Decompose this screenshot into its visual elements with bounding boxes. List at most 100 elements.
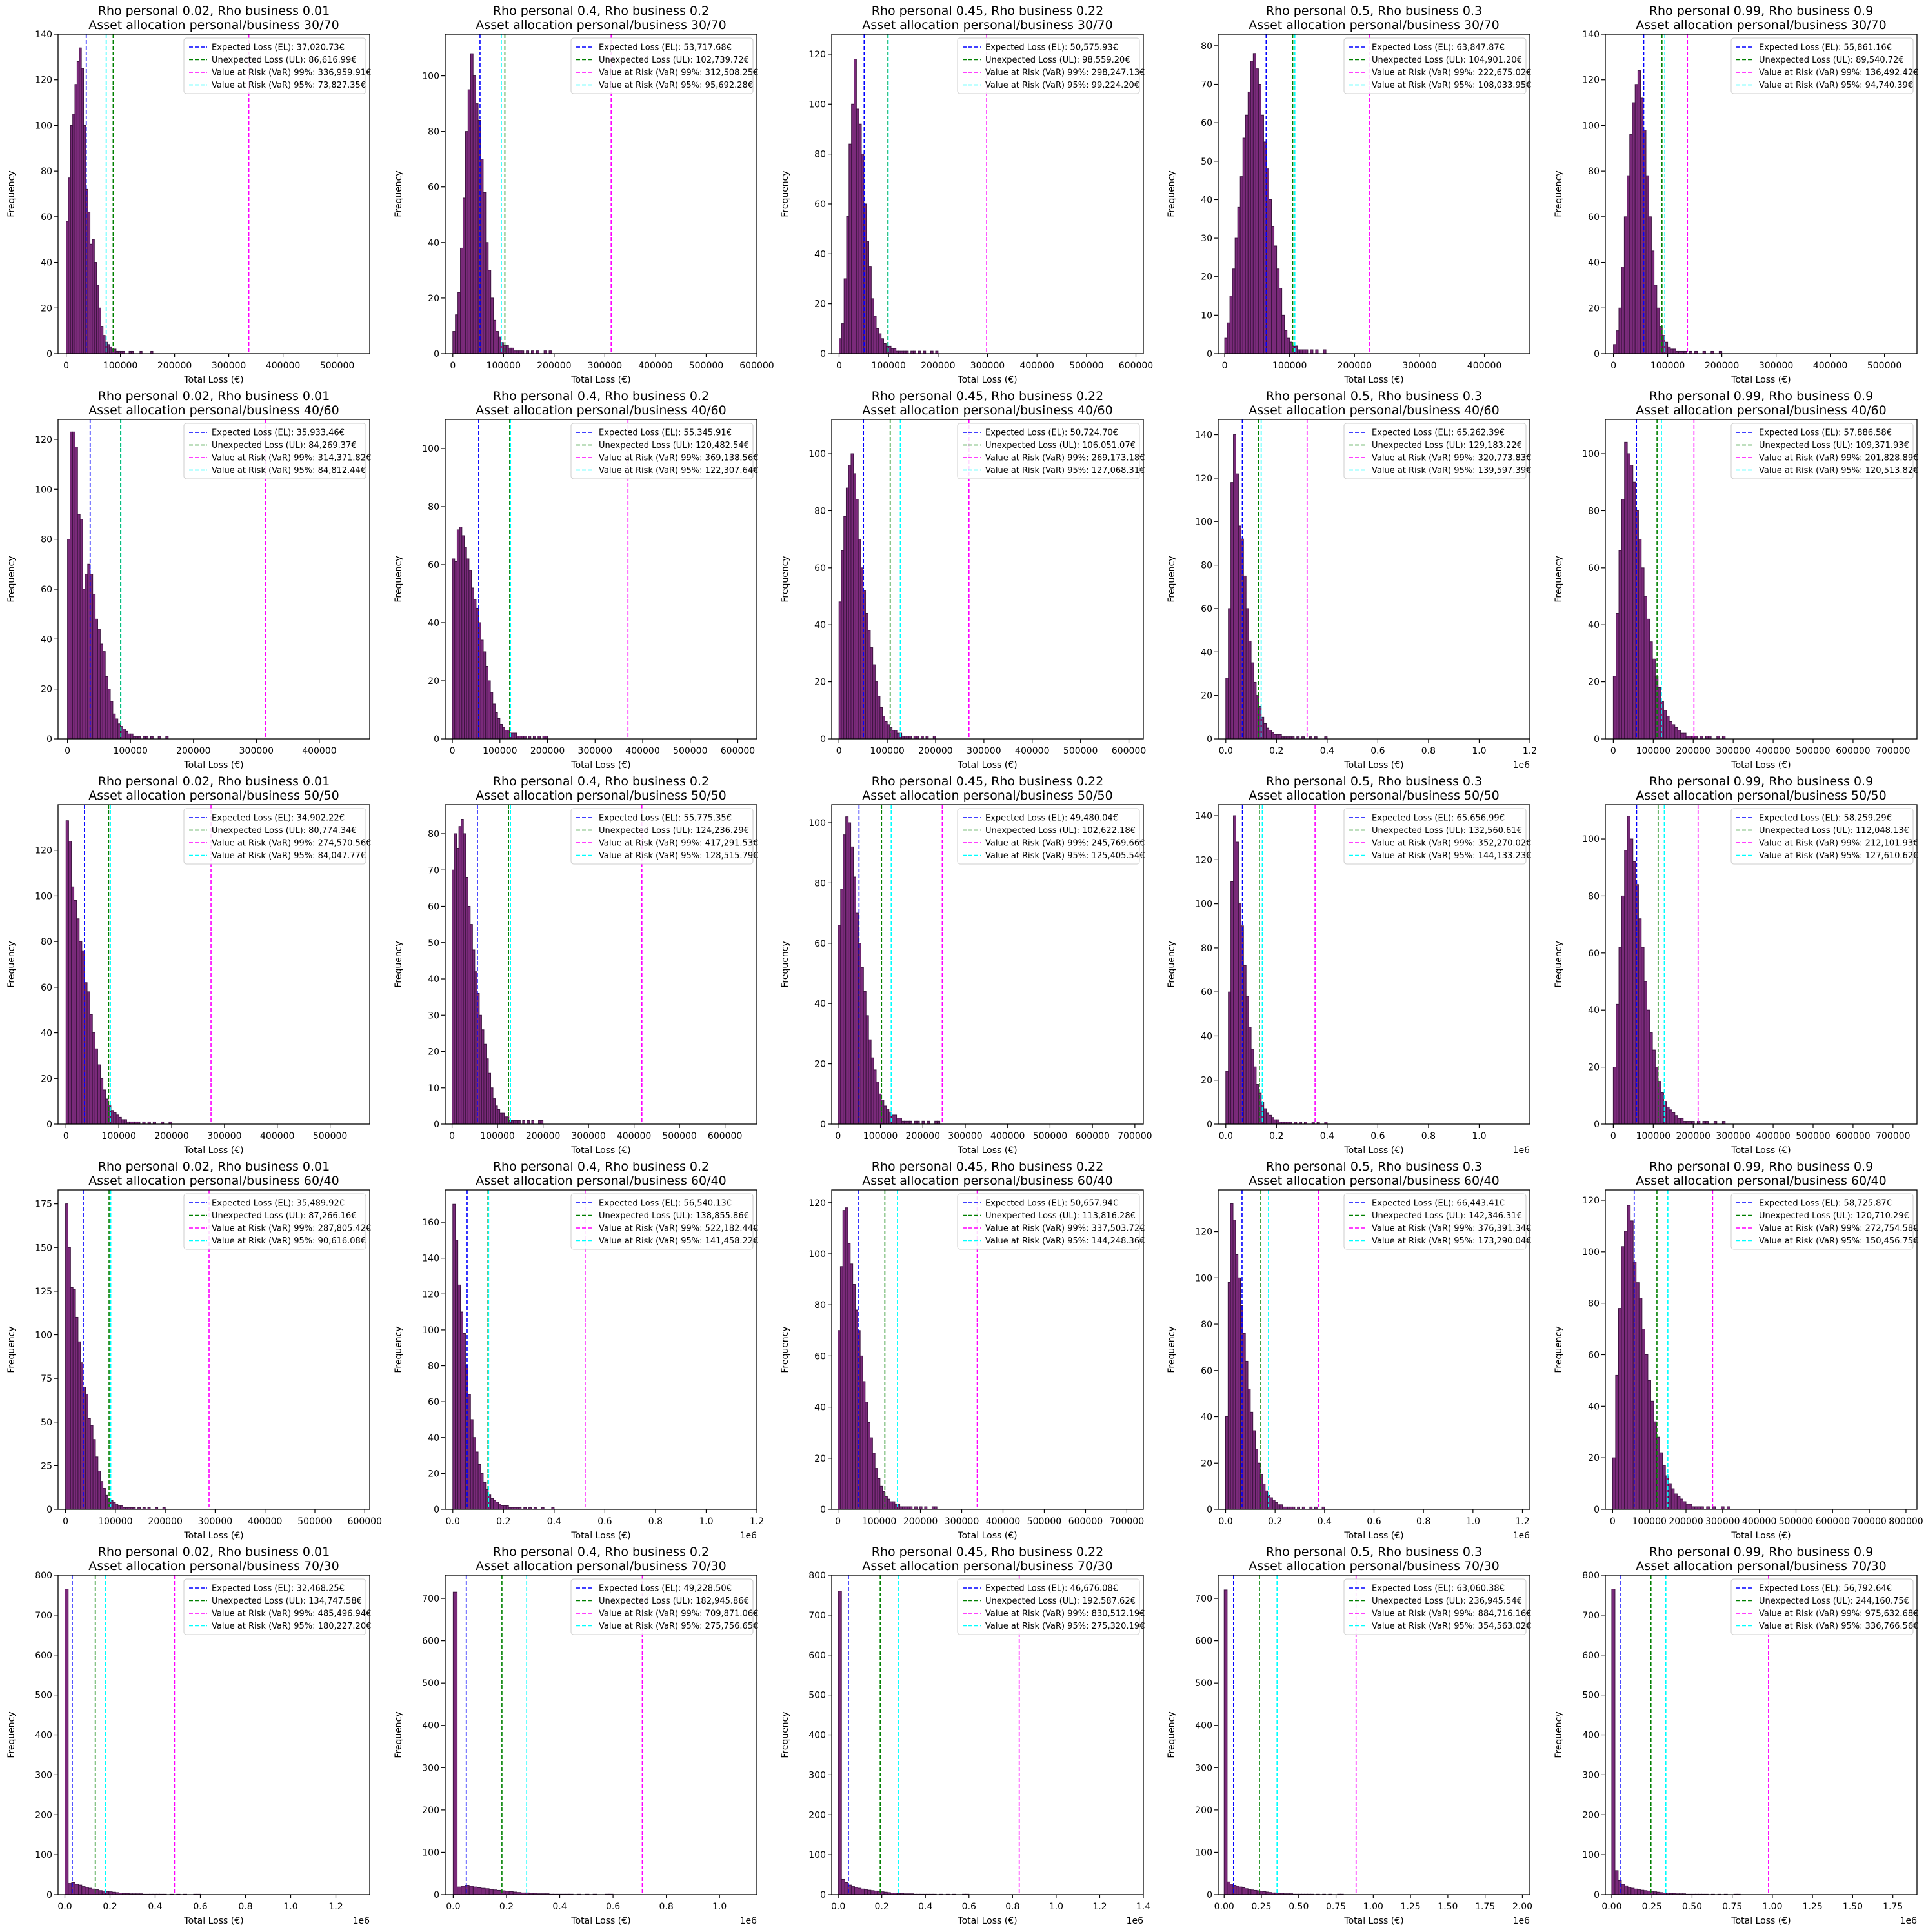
x-tick-label: 500000 xyxy=(1027,1516,1061,1527)
histogram-bar xyxy=(110,1110,114,1124)
histogram-bar xyxy=(488,1072,492,1124)
chart-title: Rho personal 0.99, Rho business 0.9 xyxy=(1649,1160,1873,1174)
plot-area xyxy=(1225,419,1328,739)
x-tick-label: 0.4 xyxy=(1320,1131,1334,1142)
histogram-bar xyxy=(1323,349,1327,354)
y-tick-label: 0 xyxy=(1207,1890,1212,1900)
histogram-bar xyxy=(1624,1885,1629,1895)
histogram-bar xyxy=(847,1243,851,1509)
x-tick-label: 0.2 xyxy=(499,1902,514,1912)
x-axis-label: Total Loss (€) xyxy=(1730,375,1791,385)
y-tick-label: 100 xyxy=(422,444,439,454)
x-axis-label: Total Loss (€) xyxy=(1343,1531,1403,1541)
histogram-bar xyxy=(467,1394,471,1509)
y-tick-label: 20 xyxy=(1201,1458,1212,1469)
y-tick-label: 800 xyxy=(808,1571,826,1581)
histogram-bar xyxy=(103,1089,106,1124)
x-axis-label: Total Loss (€) xyxy=(1343,760,1403,770)
y-tick-label: 20 xyxy=(1588,678,1600,688)
histogram-bar xyxy=(82,589,86,739)
legend-entry: Value at Risk (VaR) 99%: 884,716.16€ xyxy=(1372,1609,1531,1619)
legend-entry: Value at Risk (VaR) 99%: 245,769.66€ xyxy=(985,839,1145,849)
histogram-bar xyxy=(504,730,508,739)
y-axis-label: Frequency xyxy=(780,556,790,602)
histogram-bar xyxy=(80,1362,84,1509)
chart-subtitle: Asset allocation personal/business 40/60 xyxy=(88,403,339,418)
histogram-bar xyxy=(862,1381,866,1509)
x-tick-label: 300000 xyxy=(945,1516,979,1527)
legend-entry: Unexpected Loss (UL): 109,371.93€ xyxy=(1759,441,1909,450)
y-tick-label: 200 xyxy=(1582,1810,1600,1820)
x-tick-label: 100000 xyxy=(1636,746,1670,756)
plot-area xyxy=(66,34,250,354)
x-tick-label: 600000 xyxy=(1112,746,1146,756)
histogram-bar xyxy=(470,53,474,354)
histogram-bar xyxy=(1618,307,1622,354)
histogram-bar xyxy=(853,876,856,1124)
histogram-bar xyxy=(472,1437,476,1509)
histogram-bar xyxy=(1629,465,1634,739)
histogram-bar xyxy=(523,736,527,739)
histogram-bar xyxy=(1643,1890,1648,1895)
axes-frame xyxy=(1605,419,1918,740)
legend-entry: Expected Loss (EL): 55,775.35€ xyxy=(599,814,732,823)
histogram-bar xyxy=(1668,1483,1672,1509)
chart-panel-22: Rho personal 0.4, Rho business 0.2Asset … xyxy=(394,1545,758,1926)
chart-title: Rho personal 0.45, Rho business 0.22 xyxy=(872,389,1103,403)
chart-subtitle: Asset allocation personal/business 30/70 xyxy=(476,18,726,32)
histogram-bar xyxy=(1664,341,1669,354)
legend-entry: Value at Risk (VaR) 95%: 84,812.44€ xyxy=(212,466,366,476)
y-tick-label: 150 xyxy=(35,1243,52,1253)
histogram-bar xyxy=(488,270,492,354)
plot-area xyxy=(65,1190,210,1509)
histogram-bar xyxy=(876,1082,879,1124)
y-axis-label: Frequency xyxy=(1554,1326,1564,1373)
histogram-bar xyxy=(485,1888,490,1895)
y-tick-label: 10 xyxy=(428,1083,439,1094)
histogram-bar xyxy=(515,1120,519,1124)
y-tick-label: 80 xyxy=(41,166,52,177)
histogram-bar xyxy=(68,1883,72,1895)
x-tick-label: 1.2 xyxy=(1092,1902,1107,1912)
histogram-bar xyxy=(475,103,479,354)
legend-entry: Unexpected Loss (UL): 138,855.86€ xyxy=(599,1211,749,1221)
histogram-bar xyxy=(1683,732,1687,739)
histogram-bar xyxy=(1650,250,1655,354)
histogram-bar xyxy=(1638,918,1642,1124)
y-tick-label: 60 xyxy=(814,199,826,210)
y-axis-label: Frequency xyxy=(780,1711,790,1758)
legend-entry: Value at Risk (VaR) 95%: 141,458.22€ xyxy=(599,1236,758,1246)
legend-entry: Value at Risk (VaR) 99%: 298,247.13€ xyxy=(985,68,1145,78)
y-tick-label: 40 xyxy=(428,974,439,985)
histogram-bar xyxy=(483,1043,487,1124)
legend: Expected Loss (EL): 50,657.94€ Unexpected… xyxy=(957,1193,1145,1250)
x-tick-label: 0 xyxy=(63,1516,68,1527)
histogram-bar xyxy=(1240,925,1244,1124)
histogram-bar xyxy=(472,1886,478,1895)
histogram-bar xyxy=(839,1266,843,1509)
x-tick-label: 400000 xyxy=(248,1516,282,1527)
x-axis-label: Total Loss (€) xyxy=(1343,375,1403,385)
y-tick-label: 175 xyxy=(35,1200,52,1210)
x-tick-label: 0.25 xyxy=(1642,1902,1662,1912)
histogram-bar xyxy=(1644,1354,1649,1509)
y-tick-label: 60 xyxy=(41,585,52,595)
histogram-bar xyxy=(70,1287,74,1509)
y-tick-label: 0 xyxy=(434,1505,439,1515)
histogram-bar xyxy=(455,1240,459,1509)
histogram-bar xyxy=(1634,1888,1638,1895)
x-tick-label: 100000 xyxy=(480,1131,514,1142)
legend-entry: Value at Risk (VaR) 95%: 84,047.77€ xyxy=(212,851,366,861)
chart-panel-4: Rho personal 0.5, Rho business 0.3Asset … xyxy=(1167,4,1531,385)
histogram-bar xyxy=(460,1311,463,1509)
histogram-bar xyxy=(1250,1889,1254,1895)
legend-entry: Expected Loss (EL): 46,676.08€ xyxy=(985,1584,1118,1594)
histogram-bar xyxy=(456,529,460,739)
x-tick-label: 0 xyxy=(63,1131,69,1142)
histogram-bar xyxy=(1245,996,1249,1124)
plot-area xyxy=(452,419,629,739)
histogram-bar xyxy=(538,1120,541,1124)
histogram-bar xyxy=(65,1203,68,1509)
x-tick-label: 0.4 xyxy=(918,1902,932,1912)
chart-title: Rho personal 0.45, Rho business 0.22 xyxy=(872,4,1103,18)
